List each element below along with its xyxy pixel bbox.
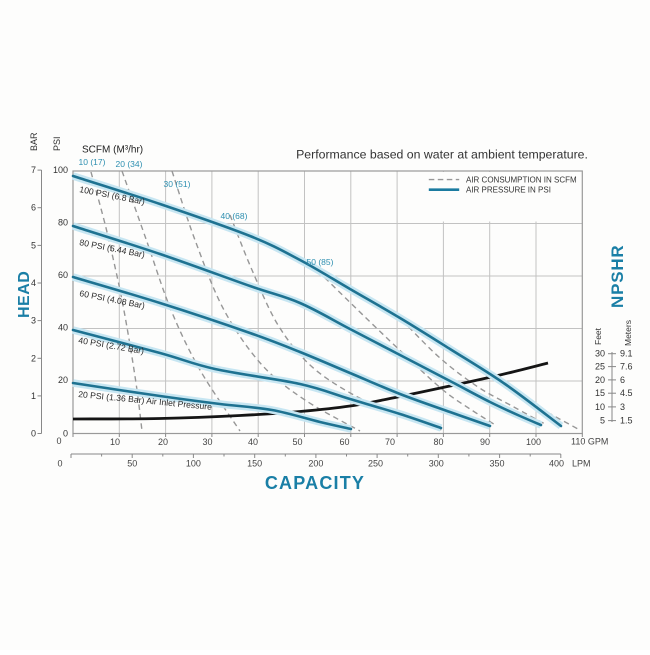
svg-text:0: 0	[63, 429, 68, 439]
svg-text:10: 10	[110, 437, 120, 447]
svg-text:50: 50	[292, 437, 302, 447]
svg-text:CAPACITY: CAPACITY	[265, 473, 365, 493]
svg-text:30: 30	[202, 437, 212, 447]
svg-text:4: 4	[31, 278, 36, 288]
svg-text:110 GPM: 110 GPM	[571, 437, 608, 447]
svg-text:40: 40	[248, 437, 258, 447]
svg-text:0: 0	[56, 436, 61, 446]
svg-text:10: 10	[595, 402, 605, 412]
svg-text:2: 2	[31, 353, 36, 363]
svg-text:4.5: 4.5	[620, 388, 633, 398]
svg-text:20: 20	[595, 375, 605, 385]
svg-text:400: 400	[549, 459, 564, 469]
svg-text:20: 20	[58, 375, 68, 385]
svg-text:80: 80	[58, 218, 68, 228]
svg-text:0: 0	[31, 429, 36, 439]
svg-text:BAR: BAR	[29, 132, 39, 151]
svg-text:200: 200	[308, 459, 323, 469]
svg-text:5: 5	[600, 416, 605, 426]
svg-text:100: 100	[186, 459, 201, 469]
svg-text:PSI: PSI	[52, 136, 62, 151]
svg-text:70: 70	[385, 437, 395, 447]
svg-text:Meters: Meters	[623, 320, 633, 346]
svg-text:LPM: LPM	[572, 459, 591, 469]
svg-text:250: 250	[368, 459, 383, 469]
svg-text:50 (85): 50 (85)	[307, 257, 334, 267]
svg-text:5: 5	[31, 240, 36, 250]
svg-text:80: 80	[433, 437, 443, 447]
svg-text:25: 25	[595, 362, 605, 372]
svg-text:7.6: 7.6	[620, 362, 633, 372]
svg-text:60: 60	[339, 437, 349, 447]
svg-text:AIR CONSUMPTION IN SCFM: AIR CONSUMPTION IN SCFM	[466, 176, 577, 185]
svg-text:40 (68): 40 (68)	[221, 211, 248, 221]
svg-text:350: 350	[489, 459, 504, 469]
svg-text:300: 300	[429, 459, 444, 469]
svg-text:6: 6	[620, 375, 625, 385]
svg-text:0: 0	[57, 459, 62, 469]
svg-text:3: 3	[31, 316, 36, 326]
svg-text:60: 60	[58, 270, 68, 280]
svg-text:50: 50	[127, 459, 137, 469]
svg-text:1.5: 1.5	[620, 416, 633, 426]
svg-text:7: 7	[31, 165, 36, 175]
svg-text:100: 100	[526, 437, 541, 447]
svg-text:15: 15	[595, 388, 605, 398]
svg-text:SCFM (M³/hr): SCFM (M³/hr)	[82, 145, 143, 156]
svg-text:30 (51): 30 (51)	[164, 179, 191, 189]
svg-text:10 (17): 10 (17)	[79, 157, 106, 167]
svg-text:90: 90	[480, 437, 490, 447]
svg-text:20 (34): 20 (34)	[116, 159, 143, 169]
svg-text:AIR PRESSURE IN PSI: AIR PRESSURE IN PSI	[466, 186, 551, 195]
svg-text:1: 1	[31, 391, 36, 401]
svg-text:Performance based on water at: Performance based on water at ambient te…	[296, 148, 588, 162]
svg-text:40: 40	[58, 323, 68, 333]
svg-text:6: 6	[31, 203, 36, 213]
svg-text:9.1: 9.1	[620, 349, 633, 359]
svg-text:HEAD: HEAD	[16, 271, 33, 318]
svg-text:150: 150	[247, 459, 262, 469]
svg-text:NPSHR: NPSHR	[608, 244, 627, 308]
svg-text:30: 30	[595, 349, 605, 359]
svg-text:Feet: Feet	[593, 327, 603, 345]
svg-text:100: 100	[53, 165, 68, 175]
svg-text:20: 20	[158, 437, 168, 447]
svg-text:3: 3	[620, 402, 625, 412]
